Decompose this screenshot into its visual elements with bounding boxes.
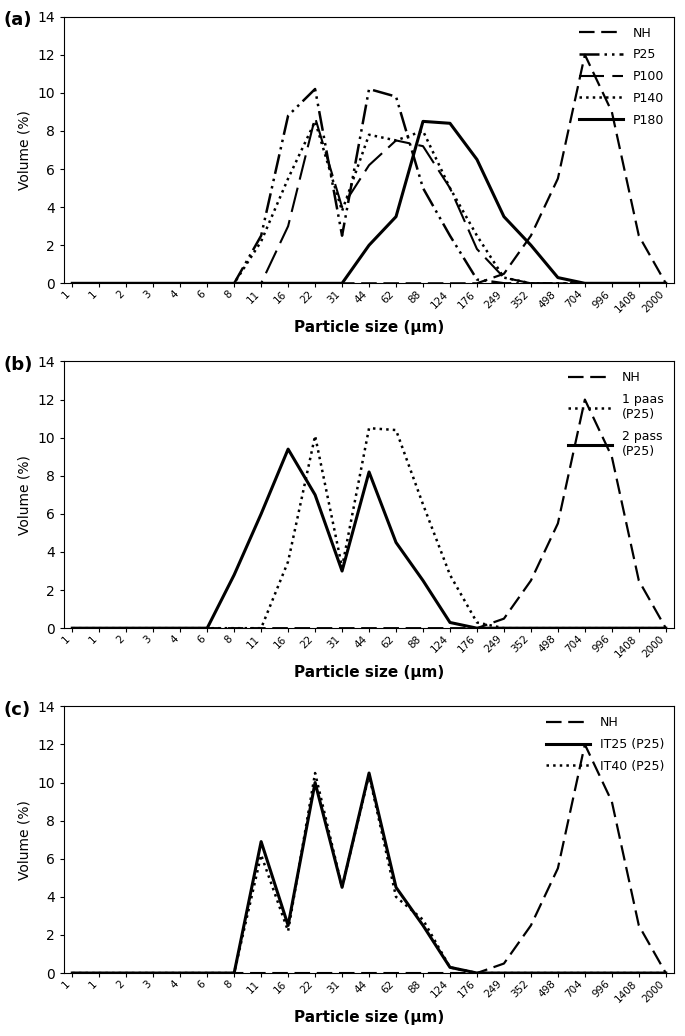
Legend: NH, P25, P100, P140, P180: NH, P25, P100, P140, P180 (575, 23, 668, 131)
Legend: NH, IT25 (P25), IT40 (P25): NH, IT25 (P25), IT40 (P25) (542, 713, 668, 777)
X-axis label: Particle size (μm): Particle size (μm) (294, 1010, 444, 1025)
Text: (b): (b) (3, 356, 33, 374)
X-axis label: Particle size (μm): Particle size (μm) (294, 665, 444, 680)
Legend: NH, 1 paas
(P25), 2 pass
(P25): NH, 1 paas (P25), 2 pass (P25) (564, 368, 668, 462)
X-axis label: Particle size (μm): Particle size (μm) (294, 320, 444, 336)
Y-axis label: Volume (%): Volume (%) (18, 110, 32, 190)
Y-axis label: Volume (%): Volume (%) (18, 455, 32, 535)
Text: (c): (c) (3, 701, 30, 719)
Y-axis label: Volume (%): Volume (%) (18, 800, 32, 880)
Text: (a): (a) (3, 11, 32, 29)
